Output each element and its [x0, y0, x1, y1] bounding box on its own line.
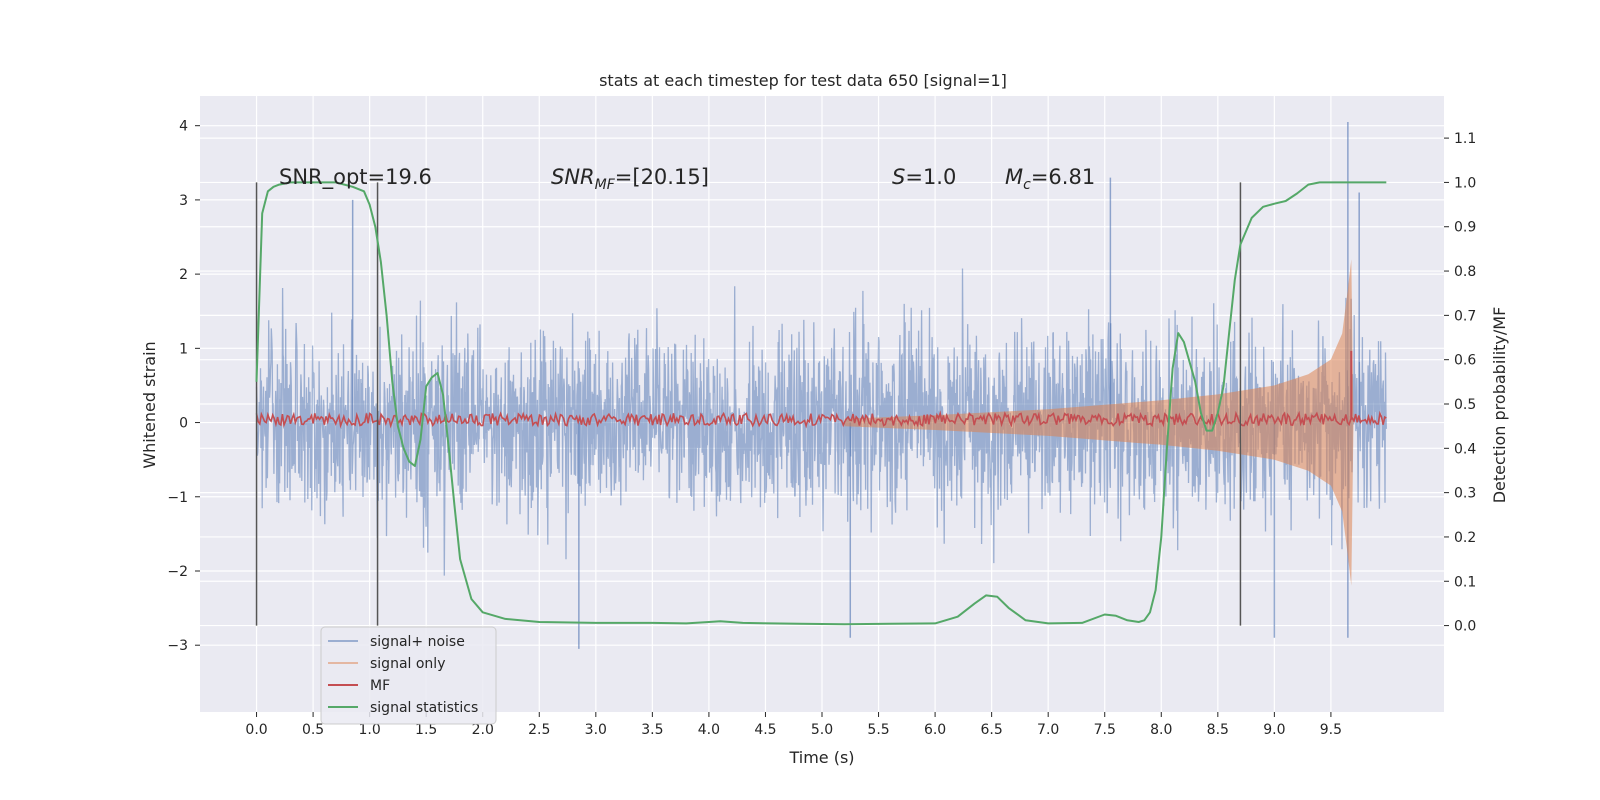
- legend-label-signal-noise: signal+ noise: [370, 634, 465, 650]
- y-right-tick-label: 0.1: [1454, 574, 1476, 590]
- y-left-axis-label: Whitened strain: [140, 341, 159, 468]
- y-left-tick-label: −1: [167, 490, 188, 506]
- y-right-tick-label: 0.4: [1454, 441, 1476, 457]
- x-axis-label: Time (s): [788, 748, 854, 767]
- x-tick-label: 5.5: [867, 722, 889, 738]
- annotation-snr-mf-val: =[20.15]: [615, 165, 709, 189]
- x-tick-label: 7.5: [1094, 722, 1116, 738]
- x-tick-label: 4.0: [698, 722, 720, 738]
- annotation-mc-val: =6.81: [1031, 165, 1095, 189]
- x-axis-ticks: 0.0 0.5 1.0 1.5 2.0 2.5 3.0 3.5 4.0 4.5 5.0 5.5 6.0 6…: [245, 712, 1342, 738]
- annotation-mc: Mc=6.81: [1005, 165, 1095, 193]
- y-left-tick-label: 3: [179, 193, 188, 209]
- x-tick-label: 0.0: [245, 722, 267, 738]
- legend: signal+ noise signal only MF signal stat…: [320, 626, 497, 725]
- y-right-tick-label: 0.6: [1454, 353, 1476, 369]
- x-tick-label: 7.0: [1037, 722, 1059, 738]
- annotation-snr-mf-var: SNR: [551, 165, 595, 189]
- y-right-tick-label: 0.8: [1454, 264, 1476, 280]
- y-right-tick-label: 1.1: [1454, 131, 1476, 147]
- x-tick-label: 0.5: [302, 722, 324, 738]
- y-right-tick-label: 0.0: [1454, 619, 1476, 635]
- x-tick-label: 9.5: [1320, 722, 1342, 738]
- annotation-s-val: =1.0: [905, 165, 956, 189]
- signal-noise-trace: [255, 268, 1387, 576]
- annotation-mc-var: M: [1005, 165, 1023, 189]
- y-left-axis-ticks: 4 3 2 1 0 −1 −2 −3: [167, 119, 200, 654]
- y-right-tick-label: 0.7: [1454, 308, 1476, 324]
- plot-content: [255, 121, 1387, 649]
- y-right-tick-label: 0.2: [1454, 530, 1476, 546]
- annotation-mc-sub: c: [1023, 177, 1031, 193]
- x-tick-label: 5.0: [811, 722, 833, 738]
- legend-box: [320, 626, 497, 725]
- x-tick-label: 3.0: [585, 722, 607, 738]
- y-left-tick-label: 0: [179, 416, 188, 432]
- y-right-axis-ticks: 1.1 1.0 0.9 0.8 0.7 0.6 0.5 0.4 0.3 0.2 0.1 0.0: [1444, 131, 1476, 635]
- x-tick-label: 2.0: [472, 722, 494, 738]
- x-tick-label: 4.5: [754, 722, 776, 738]
- y-left-tick-label: 1: [179, 341, 188, 357]
- y-left-tick-label: 4: [179, 119, 188, 135]
- x-tick-label: 1.5: [415, 722, 437, 738]
- legend-label-mf: MF: [370, 678, 390, 694]
- signal-statistics-line: [255, 181, 1387, 626]
- y-right-tick-label: 0.9: [1454, 220, 1476, 236]
- y-right-tick-label: 0.5: [1454, 397, 1476, 413]
- vertical-markers: [255, 182, 1242, 626]
- y-right-axis-label: Detection probability/MF: [1490, 307, 1509, 504]
- x-tick-label: 9.0: [1263, 722, 1285, 738]
- y-left-tick-label: 2: [179, 267, 188, 283]
- legend-label-signal-statistics: signal statistics: [370, 700, 478, 716]
- x-tick-label: 8.0: [1150, 722, 1172, 738]
- annotation-s-var: S: [892, 165, 905, 189]
- annotation-snr-opt: SNR_opt=19.6: [279, 165, 432, 190]
- chart-title: stats at each timestep for test data 650…: [599, 71, 1007, 90]
- x-tick-label: 8.5: [1207, 722, 1229, 738]
- annotation-s: S=1.0: [892, 165, 956, 189]
- y-right-tick-label: 1.0: [1454, 175, 1476, 191]
- x-tick-label: 1.0: [359, 722, 381, 738]
- x-tick-label: 3.5: [641, 722, 663, 738]
- annotation-snr-mf-sub: MF: [595, 177, 616, 193]
- x-tick-label: 6.0: [924, 722, 946, 738]
- annotation-snr-mf: SNRMF=[20.15]: [551, 165, 709, 193]
- x-tick-label: 6.5: [981, 722, 1003, 738]
- y-right-tick-label: 0.3: [1454, 486, 1476, 502]
- series-signal-only: [844, 259, 1354, 586]
- legend-label-signal-only: signal only: [370, 656, 445, 672]
- y-left-tick-label: −2: [167, 564, 188, 580]
- series-signal-statistics: [255, 181, 1387, 626]
- signal-only-envelope: [844, 259, 1354, 586]
- x-tick-label: 2.5: [528, 722, 550, 738]
- y-left-tick-label: −3: [167, 638, 188, 654]
